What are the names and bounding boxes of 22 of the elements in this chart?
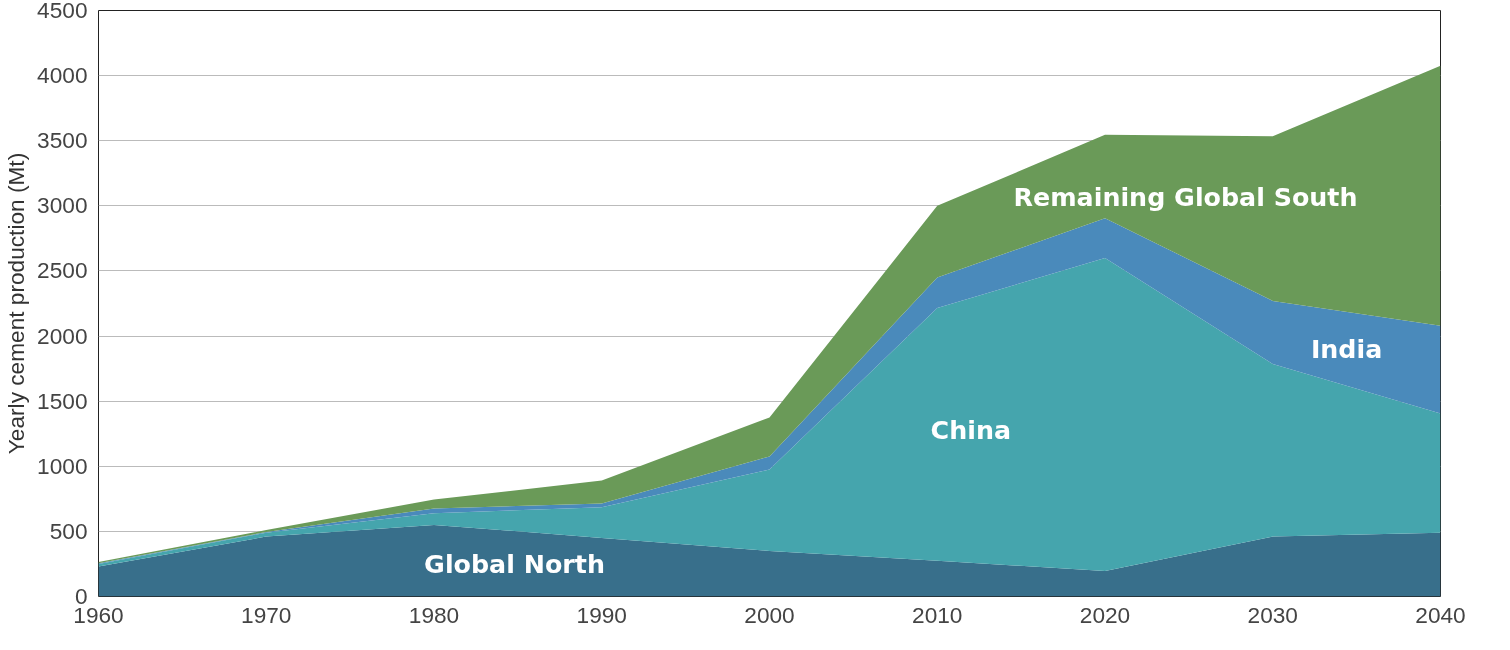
series-label: India bbox=[1310, 333, 1383, 364]
y-tick-label: 500 bbox=[49, 517, 88, 544]
y-tick-label: 1500 bbox=[37, 387, 88, 414]
x-tick-label: 1990 bbox=[576, 601, 627, 628]
x-tick-label: 1970 bbox=[241, 601, 292, 628]
x-tick-label: 2040 bbox=[1415, 601, 1466, 628]
x-tick-label: 1980 bbox=[408, 601, 460, 628]
y-tick-label: 3500 bbox=[37, 127, 88, 154]
y-tick-label: 1000 bbox=[37, 452, 88, 479]
series-label: Remaining Global South bbox=[1013, 181, 1358, 212]
y-tick-label: 4500 bbox=[37, 0, 88, 23]
x-tick-label: 2000 bbox=[744, 601, 795, 628]
x-tick-label: 2020 bbox=[1079, 601, 1131, 628]
y-tick-label: 2500 bbox=[37, 257, 88, 284]
y-axis-title: Yearly cement production (Mt) bbox=[3, 152, 30, 455]
y-tick-label: 3000 bbox=[37, 192, 88, 219]
y-tick-label: 2000 bbox=[37, 322, 88, 349]
x-tick-label: 2010 bbox=[912, 601, 963, 628]
x-tick-label: 2030 bbox=[1247, 601, 1298, 628]
series-label: Global North bbox=[424, 548, 605, 579]
series-label: China bbox=[930, 415, 1012, 446]
y-tick-label: 4000 bbox=[37, 62, 88, 89]
